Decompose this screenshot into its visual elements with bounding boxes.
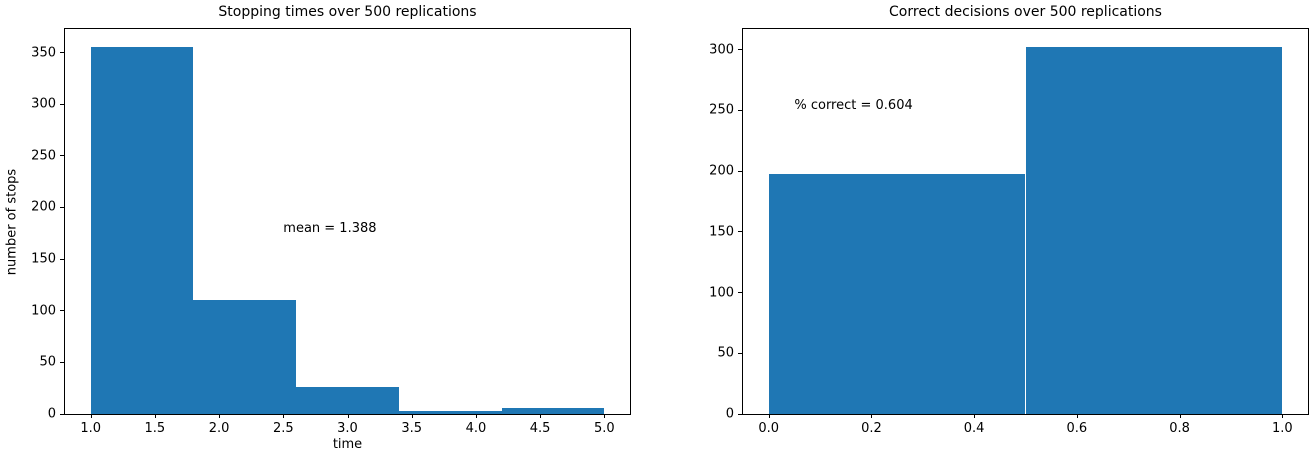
- x-tick-mark: [90, 414, 92, 418]
- y-tick-label: 0: [47, 406, 56, 422]
- x-tick-label: 1.0: [1271, 421, 1293, 436]
- y-tick-mark: [738, 413, 743, 415]
- y-tick-label: 50: [39, 354, 56, 370]
- y-tick-label: 250: [709, 102, 734, 118]
- correct-decisions-histogram: Correct decisions over 500 replications …: [709, 4, 1309, 436]
- y-tick-mark: [738, 170, 743, 172]
- y-tick-label: 50: [717, 345, 734, 361]
- x-tick-label: 3.5: [401, 421, 423, 436]
- x-tick-label: 4.5: [529, 421, 551, 436]
- x-tick-label: 0.6: [1066, 421, 1088, 436]
- histogram-bar: [296, 387, 399, 414]
- y-tick-label: 150: [31, 251, 56, 267]
- y-tick-label: 200: [709, 163, 734, 179]
- histogram-bar: [193, 300, 297, 414]
- histogram-bar: [90, 47, 194, 414]
- y-tick-mark: [60, 413, 65, 415]
- y-tick-label: 0: [725, 406, 734, 422]
- x-tick-mark: [347, 414, 349, 418]
- y-tick-label: 300: [31, 96, 56, 112]
- x-tick-label: 3.0: [337, 421, 358, 436]
- y-tick-label: 100: [709, 285, 734, 301]
- y-tick-mark: [60, 155, 65, 157]
- x-tick-mark: [283, 414, 285, 418]
- y-tick-mark: [60, 361, 65, 363]
- y-tick-mark: [60, 310, 65, 312]
- x-tick-label: 2.0: [208, 421, 230, 436]
- y-axis-label: number of stops: [4, 168, 20, 275]
- x-tick-label: 1.0: [80, 421, 102, 436]
- y-tick-label: 100: [31, 303, 56, 319]
- histogram-bar: [768, 173, 1026, 414]
- x-tick-label: 0.0: [758, 421, 780, 436]
- x-tick-label: 0.8: [1169, 421, 1190, 436]
- x-tick-label: 0.4: [963, 421, 985, 436]
- y-tick-mark: [738, 231, 743, 233]
- y-tick-mark: [60, 258, 65, 260]
- x-tick-mark: [154, 414, 156, 418]
- y-tick-mark: [60, 103, 65, 105]
- chart-title: Stopping times over 500 replications: [218, 4, 477, 20]
- x-tick-mark: [974, 414, 976, 418]
- y-tick-label: 250: [31, 148, 56, 164]
- histogram-bar: [501, 407, 605, 414]
- histogram-bar: [398, 410, 502, 414]
- x-tick-mark: [1282, 414, 1284, 418]
- y-tick-label: 300: [709, 42, 734, 58]
- y-tick-mark: [60, 206, 65, 208]
- x-tick-label: 2.5: [272, 421, 294, 436]
- x-tick-mark: [871, 414, 873, 418]
- percent-correct-annotation: % correct = 0.604: [794, 98, 913, 114]
- x-tick-label: 4.0: [465, 421, 487, 436]
- x-tick-mark: [1179, 414, 1181, 418]
- chart-title: Correct decisions over 500 replications: [889, 4, 1162, 20]
- y-tick-mark: [738, 352, 743, 354]
- y-tick-label: 150: [709, 224, 734, 240]
- y-tick-mark: [738, 49, 743, 51]
- x-tick-mark: [219, 414, 221, 418]
- x-tick-label: 5.0: [593, 421, 615, 436]
- stopping-times-histogram: Stopping times over 500 replications tim…: [5, 4, 631, 452]
- y-tick-label: 200: [31, 199, 56, 215]
- x-tick-label: 1.5: [144, 421, 166, 436]
- histogram-bar: [1025, 47, 1283, 414]
- x-tick-mark: [768, 414, 770, 418]
- x-tick-mark: [475, 414, 477, 418]
- y-tick-mark: [60, 52, 65, 53]
- mean-annotation: mean = 1.388: [283, 221, 377, 237]
- x-tick-mark: [604, 414, 606, 418]
- y-tick-mark: [738, 109, 743, 111]
- x-tick-mark: [540, 414, 542, 418]
- x-tick-label: 0.2: [861, 421, 882, 436]
- x-tick-mark: [1076, 414, 1078, 418]
- y-tick-label: 350: [31, 45, 56, 60]
- x-tick-mark: [411, 414, 413, 418]
- y-tick-mark: [738, 292, 743, 294]
- x-axis-label: time: [332, 437, 363, 452]
